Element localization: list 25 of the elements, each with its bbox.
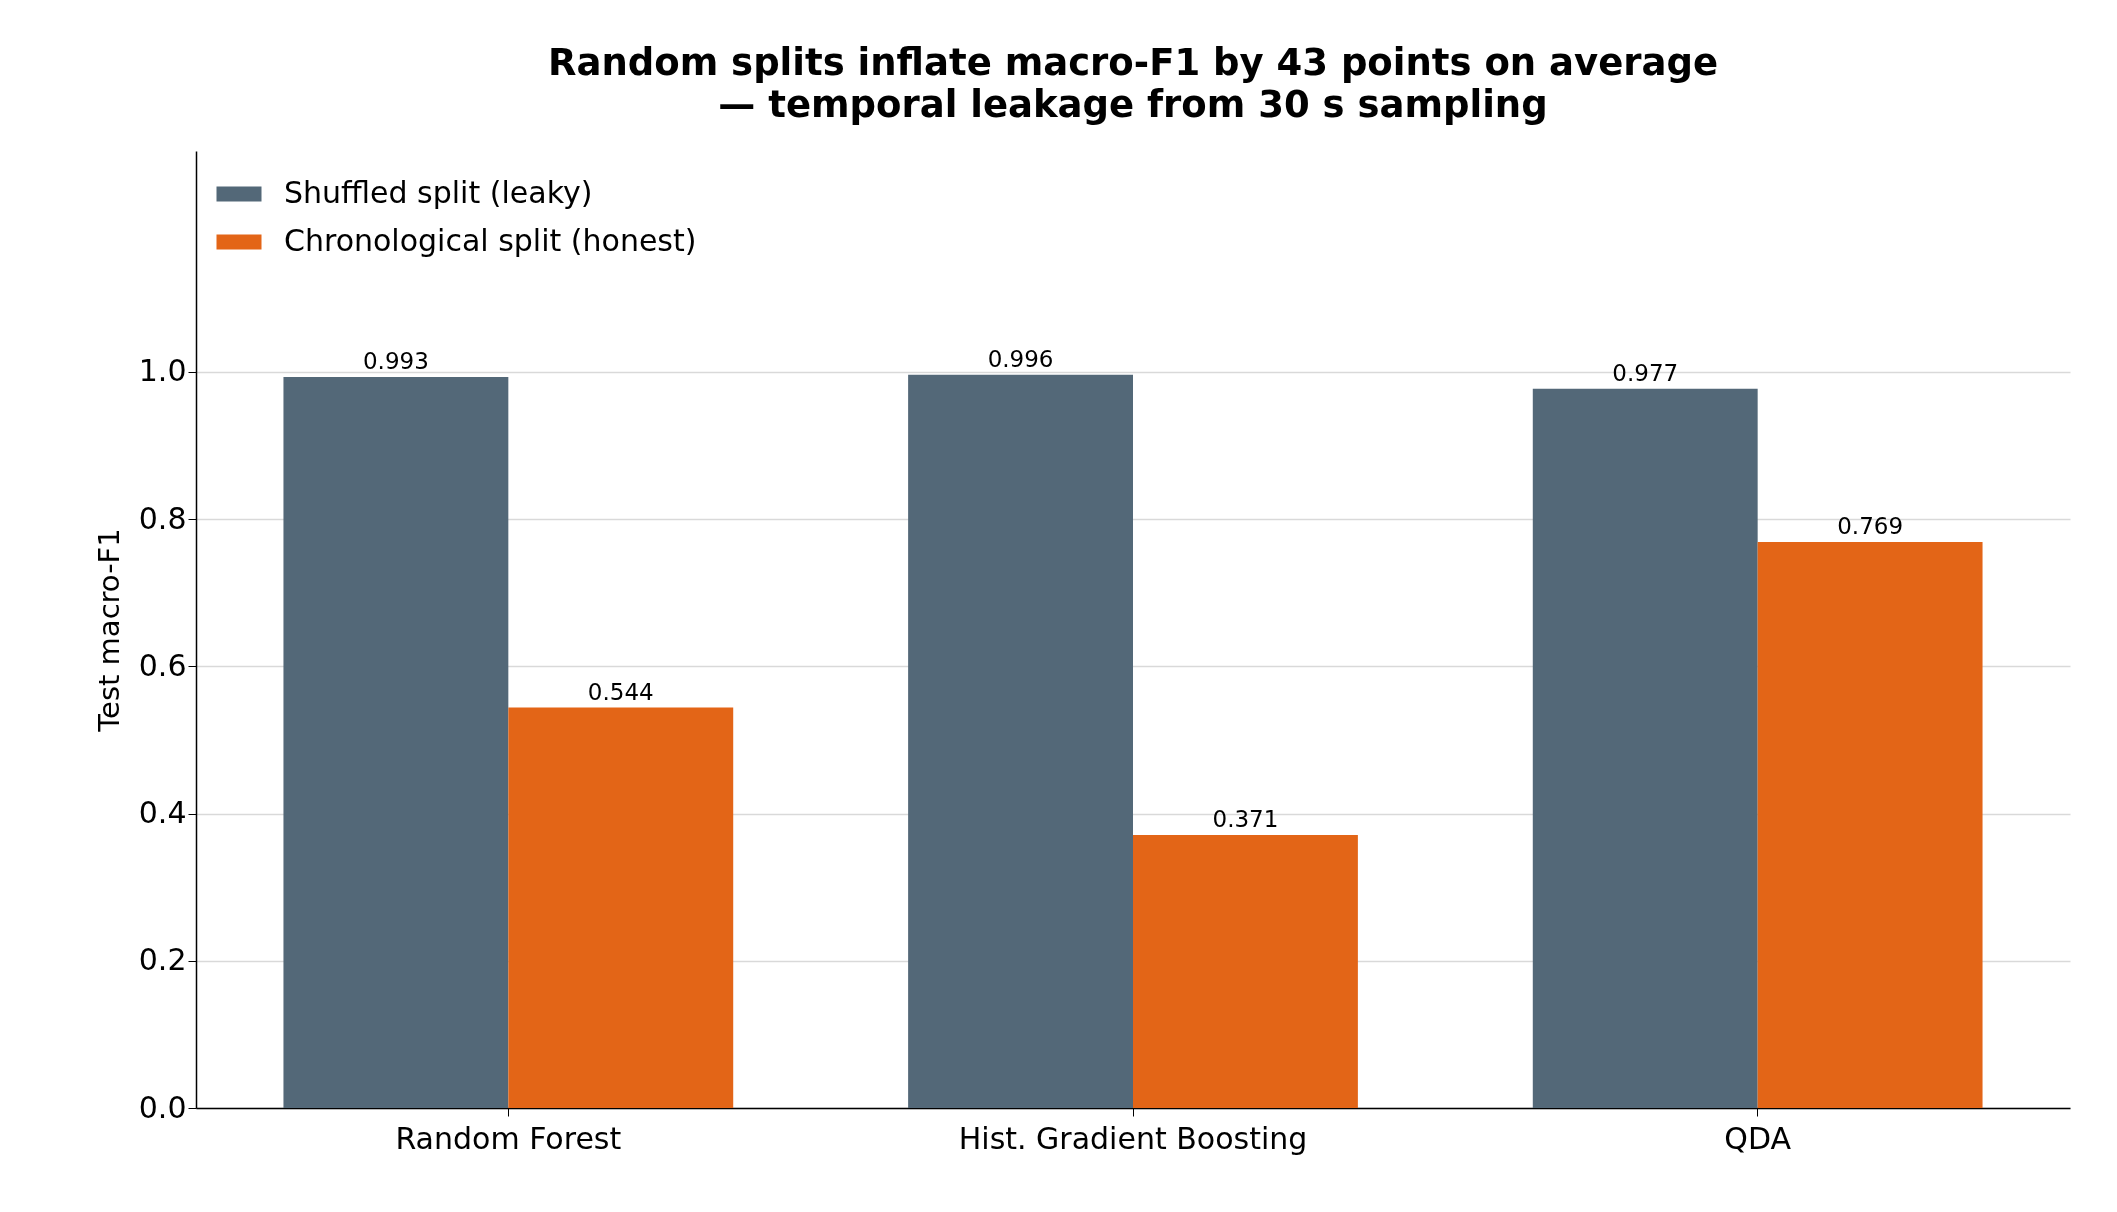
x-tick-label: QDA xyxy=(1724,1120,1792,1156)
y-tick-label: 0.6 xyxy=(138,647,187,683)
y-tick-label: 0.4 xyxy=(138,795,187,831)
y-tick-label: 0.8 xyxy=(138,500,187,536)
data-label: 0.977 xyxy=(1612,359,1679,386)
bar xyxy=(1757,541,1983,1108)
chart-title: Random splits inflate macro-F1 by 43 points on average — temporal leakage from 30 s sampling xyxy=(547,41,1719,126)
bar xyxy=(1532,388,1758,1108)
y-tick-label: 1.0 xyxy=(138,353,187,389)
x-tick-label: Random Forest xyxy=(395,1120,622,1156)
legend-label: Shuffled split (leaky) xyxy=(284,175,593,210)
legend-label: Chronological split (honest) xyxy=(284,223,697,258)
data-label: 0.544 xyxy=(587,678,654,705)
data-label: 0.371 xyxy=(1212,805,1279,832)
bar xyxy=(283,377,509,1108)
y-tick-label: 0.2 xyxy=(138,942,187,978)
y-tick-label: 0.0 xyxy=(138,1089,187,1125)
x-tick-label: Hist. Gradient Boosting xyxy=(958,1120,1308,1156)
data-label: 0.993 xyxy=(362,348,429,374)
bar xyxy=(508,707,734,1108)
data-label: 0.769 xyxy=(1837,512,1904,539)
y-axis-title: Test macro-F1 xyxy=(91,528,126,733)
bar xyxy=(908,374,1133,1108)
bar xyxy=(1133,834,1358,1108)
data-label: 0.996 xyxy=(987,345,1054,372)
